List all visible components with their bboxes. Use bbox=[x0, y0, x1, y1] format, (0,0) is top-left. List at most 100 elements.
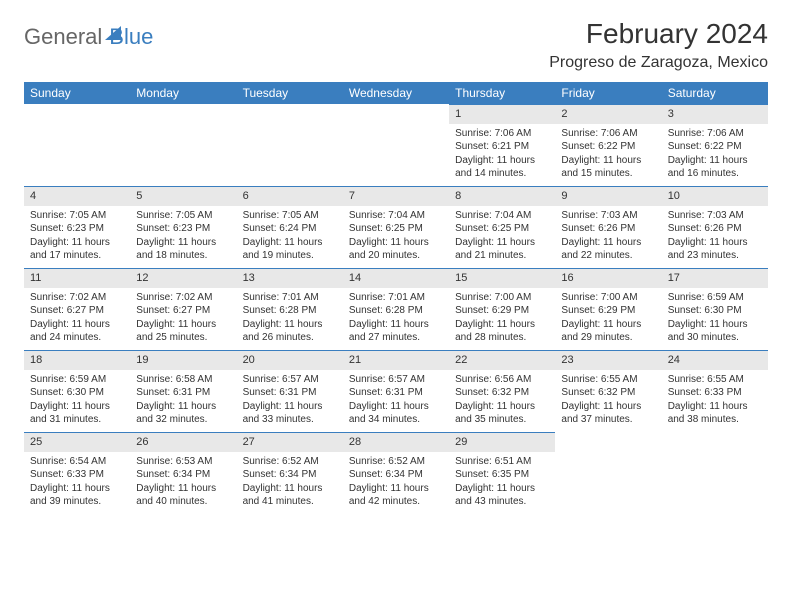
calendar-day-cell: 27Sunrise: 6:52 AMSunset: 6:34 PMDayligh… bbox=[237, 432, 343, 514]
day-body: Sunrise: 7:02 AMSunset: 6:27 PMDaylight:… bbox=[130, 288, 236, 349]
calendar-day-cell: 26Sunrise: 6:53 AMSunset: 6:34 PMDayligh… bbox=[130, 432, 236, 514]
day-number: 12 bbox=[130, 268, 236, 288]
calendar-day-cell: 29Sunrise: 6:51 AMSunset: 6:35 PMDayligh… bbox=[449, 432, 555, 514]
daylight-text: Daylight: 11 hours and 21 minutes. bbox=[455, 236, 549, 263]
calendar-day-cell: 19Sunrise: 6:58 AMSunset: 6:31 PMDayligh… bbox=[130, 350, 236, 432]
sunset-text: Sunset: 6:30 PM bbox=[30, 386, 124, 400]
logo: General Blue bbox=[24, 24, 153, 50]
day-number: 2 bbox=[555, 104, 661, 124]
sunrise-text: Sunrise: 7:04 AM bbox=[349, 209, 443, 223]
sunrise-text: Sunrise: 7:05 AM bbox=[136, 209, 230, 223]
daylight-text: Daylight: 11 hours and 29 minutes. bbox=[561, 318, 655, 345]
day-body: Sunrise: 7:00 AMSunset: 6:29 PMDaylight:… bbox=[555, 288, 661, 349]
day-number: 24 bbox=[662, 350, 768, 370]
day-number: 17 bbox=[662, 268, 768, 288]
sunrise-text: Sunrise: 7:01 AM bbox=[349, 291, 443, 305]
daylight-text: Daylight: 11 hours and 33 minutes. bbox=[243, 400, 337, 427]
calendar-day-cell: 21Sunrise: 6:57 AMSunset: 6:31 PMDayligh… bbox=[343, 350, 449, 432]
day-body: Sunrise: 7:06 AMSunset: 6:22 PMDaylight:… bbox=[555, 124, 661, 185]
header: General Blue February 2024 Progreso de Z… bbox=[24, 18, 768, 72]
day-number: 23 bbox=[555, 350, 661, 370]
sunset-text: Sunset: 6:30 PM bbox=[668, 304, 762, 318]
sunset-text: Sunset: 6:27 PM bbox=[136, 304, 230, 318]
daylight-text: Daylight: 11 hours and 19 minutes. bbox=[243, 236, 337, 263]
daylight-text: Daylight: 11 hours and 41 minutes. bbox=[243, 482, 337, 509]
day-number: 28 bbox=[343, 432, 449, 452]
sunset-text: Sunset: 6:27 PM bbox=[30, 304, 124, 318]
day-number-empty bbox=[24, 104, 130, 108]
weekday-header: Thursday bbox=[449, 82, 555, 104]
day-body: Sunrise: 7:03 AMSunset: 6:26 PMDaylight:… bbox=[662, 206, 768, 267]
sunset-text: Sunset: 6:24 PM bbox=[243, 222, 337, 236]
logo-text-blue: Blue bbox=[109, 24, 153, 50]
calendar-day-cell bbox=[555, 432, 661, 514]
weekday-header: Friday bbox=[555, 82, 661, 104]
sunset-text: Sunset: 6:25 PM bbox=[455, 222, 549, 236]
day-number: 7 bbox=[343, 186, 449, 206]
daylight-text: Daylight: 11 hours and 35 minutes. bbox=[455, 400, 549, 427]
day-body: Sunrise: 6:55 AMSunset: 6:32 PMDaylight:… bbox=[555, 370, 661, 431]
day-body: Sunrise: 6:51 AMSunset: 6:35 PMDaylight:… bbox=[449, 452, 555, 513]
daylight-text: Daylight: 11 hours and 27 minutes. bbox=[349, 318, 443, 345]
sunrise-text: Sunrise: 7:05 AM bbox=[243, 209, 337, 223]
day-body: Sunrise: 7:06 AMSunset: 6:22 PMDaylight:… bbox=[662, 124, 768, 185]
sunrise-text: Sunrise: 7:06 AM bbox=[455, 127, 549, 141]
sunset-text: Sunset: 6:25 PM bbox=[349, 222, 443, 236]
daylight-text: Daylight: 11 hours and 34 minutes. bbox=[349, 400, 443, 427]
calendar-day-cell: 15Sunrise: 7:00 AMSunset: 6:29 PMDayligh… bbox=[449, 268, 555, 350]
sunrise-text: Sunrise: 7:02 AM bbox=[30, 291, 124, 305]
day-body: Sunrise: 6:55 AMSunset: 6:33 PMDaylight:… bbox=[662, 370, 768, 431]
sunrise-text: Sunrise: 6:59 AM bbox=[668, 291, 762, 305]
sunrise-text: Sunrise: 6:53 AM bbox=[136, 455, 230, 469]
day-number: 20 bbox=[237, 350, 343, 370]
sunrise-text: Sunrise: 7:02 AM bbox=[136, 291, 230, 305]
calendar-day-cell: 28Sunrise: 6:52 AMSunset: 6:34 PMDayligh… bbox=[343, 432, 449, 514]
calendar-day-cell: 1Sunrise: 7:06 AMSunset: 6:21 PMDaylight… bbox=[449, 104, 555, 186]
calendar-day-cell: 17Sunrise: 6:59 AMSunset: 6:30 PMDayligh… bbox=[662, 268, 768, 350]
sunset-text: Sunset: 6:31 PM bbox=[243, 386, 337, 400]
calendar-day-cell: 9Sunrise: 7:03 AMSunset: 6:26 PMDaylight… bbox=[555, 186, 661, 268]
weekday-header-row: Sunday Monday Tuesday Wednesday Thursday… bbox=[24, 82, 768, 104]
day-number-empty bbox=[237, 104, 343, 108]
daylight-text: Daylight: 11 hours and 22 minutes. bbox=[561, 236, 655, 263]
sunrise-text: Sunrise: 7:00 AM bbox=[455, 291, 549, 305]
title-block: February 2024 Progreso de Zaragoza, Mexi… bbox=[549, 18, 768, 72]
day-number: 25 bbox=[24, 432, 130, 452]
day-body: Sunrise: 7:06 AMSunset: 6:21 PMDaylight:… bbox=[449, 124, 555, 185]
daylight-text: Daylight: 11 hours and 32 minutes. bbox=[136, 400, 230, 427]
calendar-day-cell: 10Sunrise: 7:03 AMSunset: 6:26 PMDayligh… bbox=[662, 186, 768, 268]
sunrise-text: Sunrise: 7:00 AM bbox=[561, 291, 655, 305]
day-number: 29 bbox=[449, 432, 555, 452]
calendar-week-row: 11Sunrise: 7:02 AMSunset: 6:27 PMDayligh… bbox=[24, 268, 768, 350]
daylight-text: Daylight: 11 hours and 39 minutes. bbox=[30, 482, 124, 509]
calendar-table: Sunday Monday Tuesday Wednesday Thursday… bbox=[24, 82, 768, 514]
day-body: Sunrise: 6:54 AMSunset: 6:33 PMDaylight:… bbox=[24, 452, 130, 513]
sunrise-text: Sunrise: 6:57 AM bbox=[349, 373, 443, 387]
sunrise-text: Sunrise: 7:06 AM bbox=[561, 127, 655, 141]
sunrise-text: Sunrise: 6:52 AM bbox=[349, 455, 443, 469]
day-body: Sunrise: 7:05 AMSunset: 6:24 PMDaylight:… bbox=[237, 206, 343, 267]
calendar-day-cell: 3Sunrise: 7:06 AMSunset: 6:22 PMDaylight… bbox=[662, 104, 768, 186]
sunset-text: Sunset: 6:34 PM bbox=[136, 468, 230, 482]
weekday-header: Monday bbox=[130, 82, 236, 104]
calendar-day-cell: 24Sunrise: 6:55 AMSunset: 6:33 PMDayligh… bbox=[662, 350, 768, 432]
sunset-text: Sunset: 6:22 PM bbox=[561, 140, 655, 154]
sunset-text: Sunset: 6:26 PM bbox=[561, 222, 655, 236]
day-number: 4 bbox=[24, 186, 130, 206]
day-number: 16 bbox=[555, 268, 661, 288]
daylight-text: Daylight: 11 hours and 37 minutes. bbox=[561, 400, 655, 427]
sunset-text: Sunset: 6:28 PM bbox=[243, 304, 337, 318]
calendar-week-row: 4Sunrise: 7:05 AMSunset: 6:23 PMDaylight… bbox=[24, 186, 768, 268]
sunrise-text: Sunrise: 7:06 AM bbox=[668, 127, 762, 141]
day-number-empty bbox=[662, 432, 768, 436]
calendar-day-cell: 25Sunrise: 6:54 AMSunset: 6:33 PMDayligh… bbox=[24, 432, 130, 514]
sunrise-text: Sunrise: 7:01 AM bbox=[243, 291, 337, 305]
sunrise-text: Sunrise: 6:54 AM bbox=[30, 455, 124, 469]
calendar-day-cell bbox=[130, 104, 236, 186]
calendar-week-row: 1Sunrise: 7:06 AMSunset: 6:21 PMDaylight… bbox=[24, 104, 768, 186]
day-body: Sunrise: 6:59 AMSunset: 6:30 PMDaylight:… bbox=[24, 370, 130, 431]
calendar-day-cell: 18Sunrise: 6:59 AMSunset: 6:30 PMDayligh… bbox=[24, 350, 130, 432]
location: Progreso de Zaragoza, Mexico bbox=[549, 54, 768, 72]
sunrise-text: Sunrise: 7:04 AM bbox=[455, 209, 549, 223]
sunset-text: Sunset: 6:22 PM bbox=[668, 140, 762, 154]
